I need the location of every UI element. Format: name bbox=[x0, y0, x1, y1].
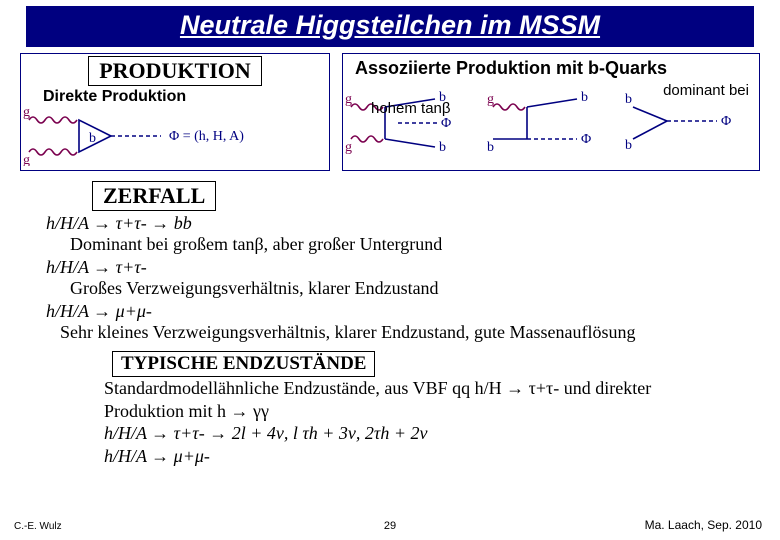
decay-3-explain: Sehr kleines Verzweigungsverhältnis, kla… bbox=[60, 322, 760, 343]
typische-section: TYPISCHE ENDZUSTÄNDE Standardmodellähnli… bbox=[100, 351, 760, 467]
phi-eq-label: Φ = (h, H, A) bbox=[169, 129, 244, 144]
typische-line-3: h/H/A → τ+τ- → 2l + 4ν, l τh + 3ν, 2τh +… bbox=[104, 422, 760, 445]
assoc-production-panel: Assoziierte Produktion mit b-Quarks domi… bbox=[342, 53, 760, 171]
svg-text:b: b bbox=[581, 90, 588, 105]
production-row: PRODUKTION Direkte Produktion g g b Φ = … bbox=[20, 53, 760, 171]
footer-right: Ma. Laach, Sep. 2010 bbox=[645, 518, 762, 532]
decay-1-explain: Dominant bei großem tanβ, aber großer Un… bbox=[70, 234, 760, 255]
svg-text:b: b bbox=[487, 140, 494, 155]
dominant-text: dominant bei bbox=[663, 82, 749, 99]
typische-line-4: h/H/A → μ+μ- bbox=[104, 445, 760, 468]
svg-text:b: b bbox=[625, 92, 632, 107]
decay-1: h/H/A → τ+τ- → bb bbox=[46, 213, 760, 234]
typische-line-2: Produktion mit h → γγ bbox=[104, 400, 760, 423]
svg-text:g: g bbox=[487, 92, 494, 107]
feynman-direct: g g b Φ = (h, H, A) bbox=[21, 106, 321, 166]
svg-text:g: g bbox=[345, 140, 352, 155]
typische-heading: TYPISCHE ENDZUSTÄNDE bbox=[112, 351, 375, 377]
zerfall-heading: ZERFALL bbox=[92, 181, 216, 211]
svg-text:b: b bbox=[439, 140, 446, 155]
footer-center: 29 bbox=[384, 520, 396, 532]
svg-text:Φ: Φ bbox=[441, 116, 451, 131]
hohem-text: hohem tanβ bbox=[371, 100, 451, 117]
svg-text:b: b bbox=[625, 138, 632, 153]
footer-left: C.-E. Wulz bbox=[14, 521, 62, 532]
decay-2: h/H/A → τ+τ- bbox=[46, 257, 760, 278]
decay-3: h/H/A → μ+μ- bbox=[46, 301, 760, 322]
slide-title: Neutrale Higgsteilchen im MSSM bbox=[26, 6, 754, 47]
b-label: b bbox=[89, 131, 96, 146]
decay-2-explain: Großes Verzweigungsverhältnis, klarer En… bbox=[70, 278, 760, 299]
svg-text:Φ: Φ bbox=[581, 132, 591, 147]
assoc-label: Assoziierte Produktion mit b-Quarks bbox=[355, 58, 759, 79]
svg-text:g: g bbox=[345, 92, 352, 107]
zerfall-heading-wrap: ZERFALL bbox=[92, 181, 760, 211]
direkte-label: Direkte Produktion bbox=[43, 88, 329, 106]
produktion-heading: PRODUKTION bbox=[88, 56, 262, 86]
g-label: g bbox=[23, 106, 30, 120]
svg-text:Φ: Φ bbox=[721, 114, 731, 129]
direct-production-panel: PRODUKTION Direkte Produktion g g b Φ = … bbox=[20, 53, 330, 171]
g-label-2: g bbox=[23, 153, 30, 166]
typische-line-1: Standardmodellähnliche Endzustände, aus … bbox=[104, 377, 760, 400]
